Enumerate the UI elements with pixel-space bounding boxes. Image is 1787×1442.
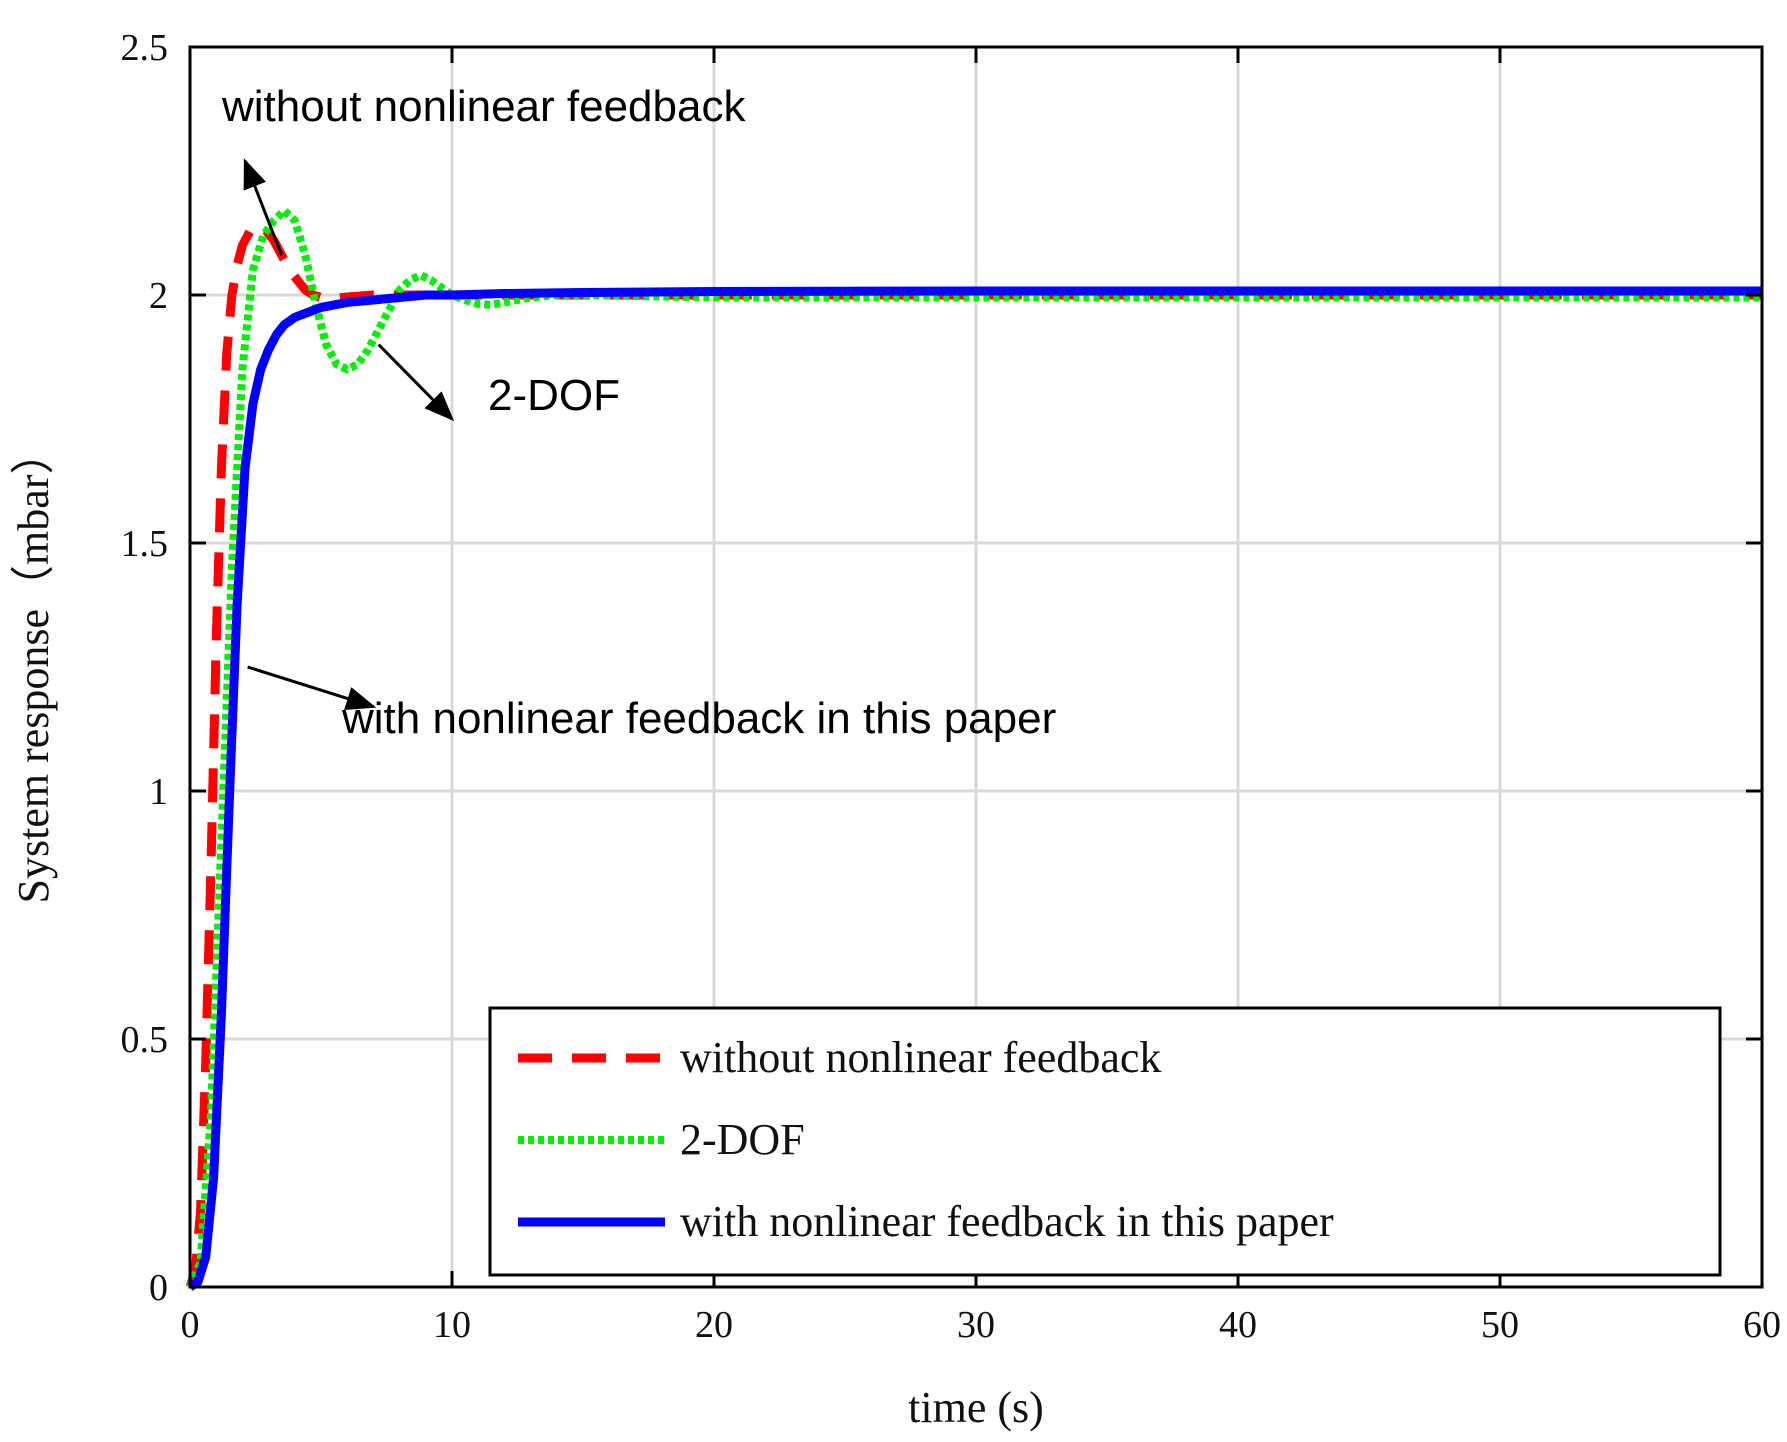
- y-tick-label: 2: [149, 275, 168, 317]
- y-tick-label: 1: [149, 771, 168, 813]
- legend: without nonlinear feedback 2-DOF with nonl…: [488, 1006, 1722, 1277]
- x-axis-label: time (s): [908, 1383, 1044, 1432]
- y-tick-label: 0: [149, 1267, 168, 1309]
- annotation-label: with nonlinear feedback in this paper: [341, 694, 1056, 743]
- annotation-label: 2-DOF: [488, 371, 620, 420]
- x-tick-label: 0: [181, 1304, 200, 1346]
- plot-frame: [188, 45, 1764, 1289]
- annotation-label: without nonlinear feedback: [221, 82, 746, 131]
- y-tick-label: 2.5: [121, 27, 169, 69]
- annotation-arrow: [247, 665, 377, 710]
- x-tick-label: 60: [1743, 1304, 1781, 1346]
- x-tick-label: 40: [1219, 1304, 1257, 1346]
- annotation-arrow: [243, 158, 284, 256]
- x-tick-label: 50: [1481, 1304, 1519, 1346]
- x-tick-label: 20: [695, 1304, 733, 1346]
- legend-label-1: without nonlinear feedback: [680, 1033, 1161, 1082]
- y-axis-label: System response（mbar）: [9, 431, 58, 904]
- y-tick-label: 1.5: [121, 523, 169, 565]
- series-lines: [185, 206, 1762, 1291]
- tick-labels: 0 10 20 30 40 50 60 0 0.5 1 1.5 2 2.5: [121, 27, 1782, 1346]
- series-line-3: [187, 286, 1762, 1291]
- legend-label-2: 2-DOF: [680, 1115, 805, 1164]
- annotation-arrow: [377, 343, 455, 422]
- legend-label-3: with nonlinear feedback in this paper: [680, 1197, 1334, 1246]
- y-tick-label: 0.5: [121, 1019, 169, 1061]
- x-tick-label: 10: [433, 1304, 471, 1346]
- x-tick-label: 30: [957, 1304, 995, 1346]
- legend-box: [488, 1006, 1722, 1277]
- annotations: without nonlinear feedback 2-DOF with nonl…: [221, 82, 1056, 743]
